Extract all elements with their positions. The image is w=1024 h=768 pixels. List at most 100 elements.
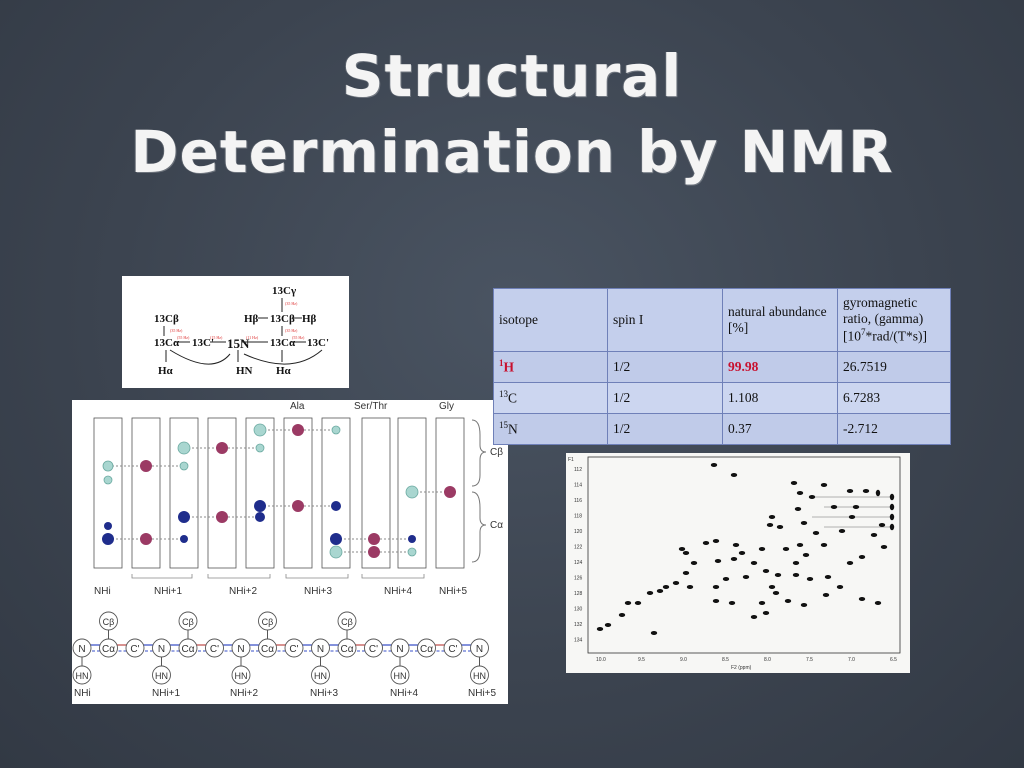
header-gyromagnetic: gyromagnetic ratio, (gamma) [107*rad/(T*…: [837, 288, 951, 352]
atom-co-left: 13C': [192, 337, 214, 349]
label-ser-thr: Ser/Thr: [354, 401, 388, 412]
cross-peak: [822, 593, 830, 597]
x-tick-label: 9.0: [680, 657, 687, 663]
hn-circle: [311, 665, 330, 685]
chain-atom-label: C': [210, 644, 219, 655]
cross-peak: [722, 577, 730, 581]
cross-peak: [889, 513, 895, 521]
strip-box: [245, 417, 275, 569]
atom-circle: [205, 638, 224, 658]
strip-label-nh-i2: NHi+2: [229, 586, 258, 597]
table-row: 15N 1/2 0.37 -2.712: [493, 413, 951, 445]
atom-ca-right: 13Cα: [270, 337, 296, 349]
hn-label: HN: [155, 671, 168, 681]
cross-peak: [846, 489, 854, 493]
strip-box: [131, 417, 161, 569]
cross-peak: [800, 603, 808, 607]
svg-text:(55 Hz): (55 Hz): [292, 335, 305, 340]
cross-peak: [776, 525, 784, 529]
cross-peak: [702, 541, 710, 545]
y-tick-label: 114: [574, 483, 582, 489]
header-isotope: isotope: [493, 288, 608, 352]
hsqc-spectrum: F1 F2 (ppm) 10.0 9.5 9.0 8.5 8.0 7.5 7.0 6.5 11…: [566, 453, 910, 673]
cell-gamma: 26.7519: [837, 351, 951, 383]
correlation-peak: [292, 424, 304, 436]
strip-box: [361, 417, 391, 569]
correlation-peak: [216, 511, 228, 523]
correlation-peak: [177, 441, 191, 455]
cross-peak: [604, 623, 612, 627]
strip-label-nh-i3: NHi+3: [304, 586, 333, 597]
cb-label: Cβ: [182, 617, 194, 627]
cross-peak: [824, 575, 832, 579]
y-tick-label: 128: [574, 591, 583, 597]
cross-peak: [766, 523, 774, 527]
y-tick-label: 122: [574, 545, 583, 551]
chain-label-nh-i5: NHi+5: [468, 688, 497, 699]
strip-box: [397, 417, 427, 569]
strip-box: [435, 417, 465, 569]
cross-peak: [889, 523, 895, 531]
cross-peak: [808, 495, 816, 499]
svg-text:(35 Hz): (35 Hz): [285, 328, 298, 333]
atom-circle: [417, 638, 436, 658]
cell-spin: 1/2: [607, 382, 723, 414]
svg-text:(35 Hz): (35 Hz): [170, 328, 183, 333]
cross-peak: [830, 505, 838, 509]
cell-isotope: 1H: [493, 351, 608, 383]
correlation-peak: [104, 522, 112, 530]
chain-atom-label: N: [158, 644, 165, 655]
label-cb: Cβ: [490, 447, 503, 458]
cross-peak: [650, 631, 658, 635]
chain-atom-label: N: [317, 644, 324, 655]
cross-peak: [712, 539, 720, 543]
cb-label: Cβ: [262, 617, 274, 627]
cross-peak: [858, 555, 866, 559]
cross-peak: [730, 473, 738, 477]
y-tick-label: 130: [574, 607, 583, 613]
hn-label: HN: [76, 671, 89, 681]
correlation-peak: [292, 500, 304, 512]
cell-gamma: 6.7283: [837, 382, 951, 414]
correlation-peak: [368, 546, 380, 558]
strip-box: [283, 417, 313, 569]
chain-atom-label: Cα: [181, 644, 194, 655]
cross-peak: [784, 599, 792, 603]
cb-circle: [99, 611, 118, 631]
correlation-peak: [179, 461, 189, 471]
strip-box: [169, 417, 199, 569]
cell-isotope: 13C: [493, 382, 608, 414]
correlation-peak: [331, 425, 341, 435]
sequential-assignment-strips: Ala Ser/Thr Gly Cβ Cα NHi NHi+1 NHi+2 NH…: [72, 400, 508, 704]
cb-circle: [178, 611, 198, 631]
cross-peak: [762, 569, 770, 573]
y-tick-label: 118: [574, 514, 582, 520]
cross-peak: [836, 585, 844, 589]
backbone-topology-figure: 13Cβ 13Cα 13C' 15N 13Cγ Hβ 13Cβ Hβ 13Cα …: [122, 276, 349, 388]
atom-cb-right: 13Cβ: [270, 313, 295, 325]
correlation-peak: [254, 500, 266, 512]
cross-peak: [870, 533, 878, 537]
hn-circle: [390, 665, 410, 685]
atom-ha-right: Hα: [276, 365, 292, 377]
strip-label-nh-i: NHi: [94, 586, 111, 597]
cb-circle: [337, 611, 357, 631]
x-tick-label: 8.5: [722, 657, 729, 663]
svg-text:(11 Hz): (11 Hz): [246, 335, 259, 340]
atom-hn: HN: [236, 365, 253, 377]
cell-gamma: -2.712: [837, 413, 951, 445]
cross-peak: [624, 601, 632, 605]
cross-peak: [852, 505, 860, 509]
cross-peak: [678, 547, 686, 551]
cross-peak: [750, 561, 758, 565]
correlation-peak: [405, 485, 419, 499]
cross-peak: [690, 561, 698, 565]
svg-text:(15 Hz): (15 Hz): [210, 335, 223, 340]
label-gly: Gly: [439, 401, 454, 412]
cross-peak: [714, 559, 722, 563]
spectrum-x-label: F2 (ppm): [731, 665, 752, 671]
y-tick-label: 126: [574, 576, 583, 582]
cross-peak: [656, 589, 664, 593]
correlation-peak: [140, 460, 152, 472]
strip-label-nh-i1: NHi+1: [154, 586, 183, 597]
